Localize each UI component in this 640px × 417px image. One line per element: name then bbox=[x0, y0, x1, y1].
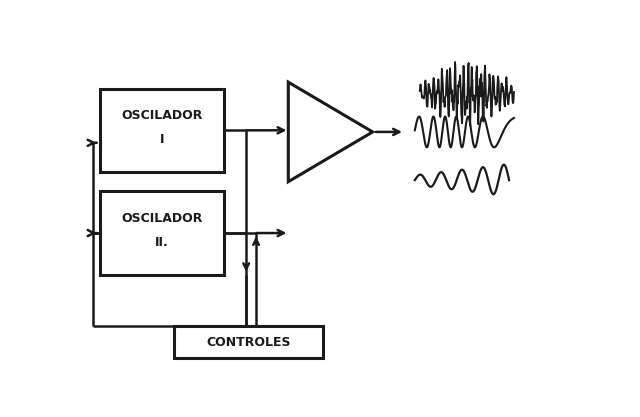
Polygon shape bbox=[288, 82, 372, 182]
FancyBboxPatch shape bbox=[100, 88, 224, 172]
FancyBboxPatch shape bbox=[174, 326, 323, 358]
Text: I: I bbox=[159, 133, 164, 146]
Text: CONTROLES: CONTROLES bbox=[206, 336, 291, 349]
Text: OSCILADOR: OSCILADOR bbox=[121, 109, 202, 122]
Text: II.: II. bbox=[155, 236, 169, 249]
Text: OSCILADOR: OSCILADOR bbox=[121, 212, 202, 225]
FancyBboxPatch shape bbox=[100, 191, 224, 275]
